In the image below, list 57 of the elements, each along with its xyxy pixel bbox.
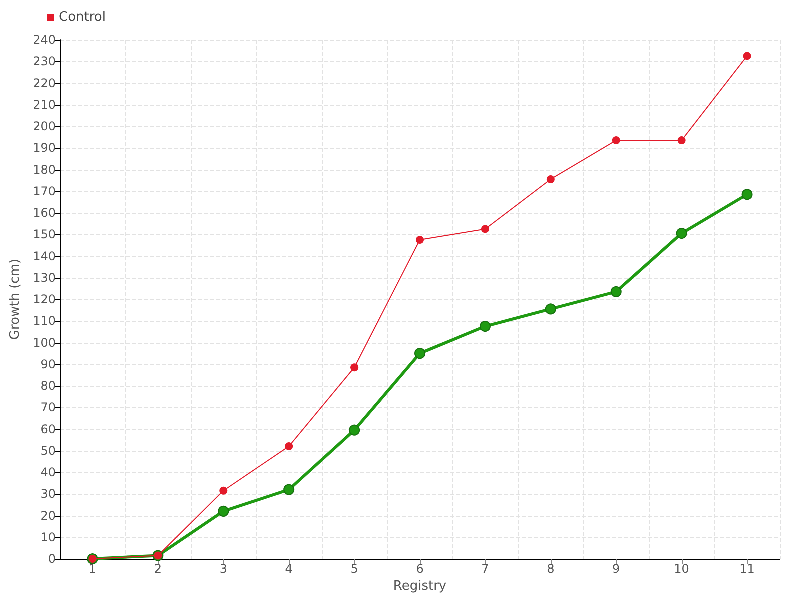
x-tick-label: 1 — [88, 562, 97, 576]
x-tick-label: 8 — [547, 562, 555, 576]
x-tick-label: 7 — [482, 562, 490, 576]
point — [414, 348, 426, 360]
y-tick-label: 60 — [40, 422, 56, 436]
y-tick-label: 180 — [33, 162, 56, 177]
y-tick-label: 170 — [33, 184, 56, 198]
y-axis-title: Growth (cm) — [8, 258, 24, 340]
y-tick-label: 160 — [33, 206, 56, 220]
y-tick-label: 190 — [33, 141, 56, 156]
x-tick-label: 6 — [416, 562, 424, 576]
point — [678, 136, 686, 145]
x-axis-title: Registry — [393, 578, 447, 594]
point — [416, 236, 424, 244]
point — [546, 175, 555, 184]
y-tick-label: 30 — [40, 487, 56, 502]
x-tick-label: 3 — [220, 562, 228, 576]
y-tick-label: 90 — [40, 357, 56, 372]
point — [349, 424, 360, 436]
x-tick-label: 10 — [674, 562, 690, 576]
y-tick-label: 10 — [40, 530, 56, 544]
y-tick-label: 70 — [40, 400, 56, 415]
x-tick-label: 4 — [285, 562, 293, 576]
y-tick-label: 100 — [33, 336, 56, 350]
point — [743, 52, 752, 60]
point — [220, 486, 228, 495]
y-tick-label: 240 — [33, 33, 56, 47]
point — [612, 136, 620, 145]
x-tick-label: 9 — [612, 562, 620, 576]
point — [545, 304, 556, 315]
y-tick-label: 230 — [33, 54, 56, 69]
x-tick-label: 2 — [154, 562, 162, 576]
y-tick-label: 40 — [40, 466, 56, 480]
y-tick-label: 200 — [33, 120, 56, 134]
point — [742, 189, 753, 200]
point — [218, 506, 230, 517]
legend-label: Control — [59, 10, 106, 25]
y-tick-label: 150 — [33, 228, 56, 242]
point — [676, 228, 688, 240]
point — [610, 286, 622, 298]
x-tick-label: 5 — [350, 562, 358, 576]
y-tick-label: 80 — [40, 379, 56, 393]
y-tick-label: 140 — [33, 249, 56, 264]
point — [481, 225, 490, 234]
point — [285, 442, 294, 451]
y-tick-label: 20 — [40, 508, 56, 523]
x-tick-label: 11 — [740, 562, 755, 576]
point — [350, 364, 359, 372]
y-tick-label: 50 — [40, 444, 56, 458]
point — [284, 484, 295, 496]
y-tick-label: 210 — [33, 98, 56, 112]
y-tick-label: 0 — [48, 552, 56, 566]
y-tick-label: 130 — [33, 270, 56, 285]
y-tick-label: 220 — [33, 76, 56, 90]
y-tick-label: 110 — [33, 314, 56, 328]
y-tick-label: 120 — [33, 292, 56, 306]
point — [480, 321, 491, 332]
